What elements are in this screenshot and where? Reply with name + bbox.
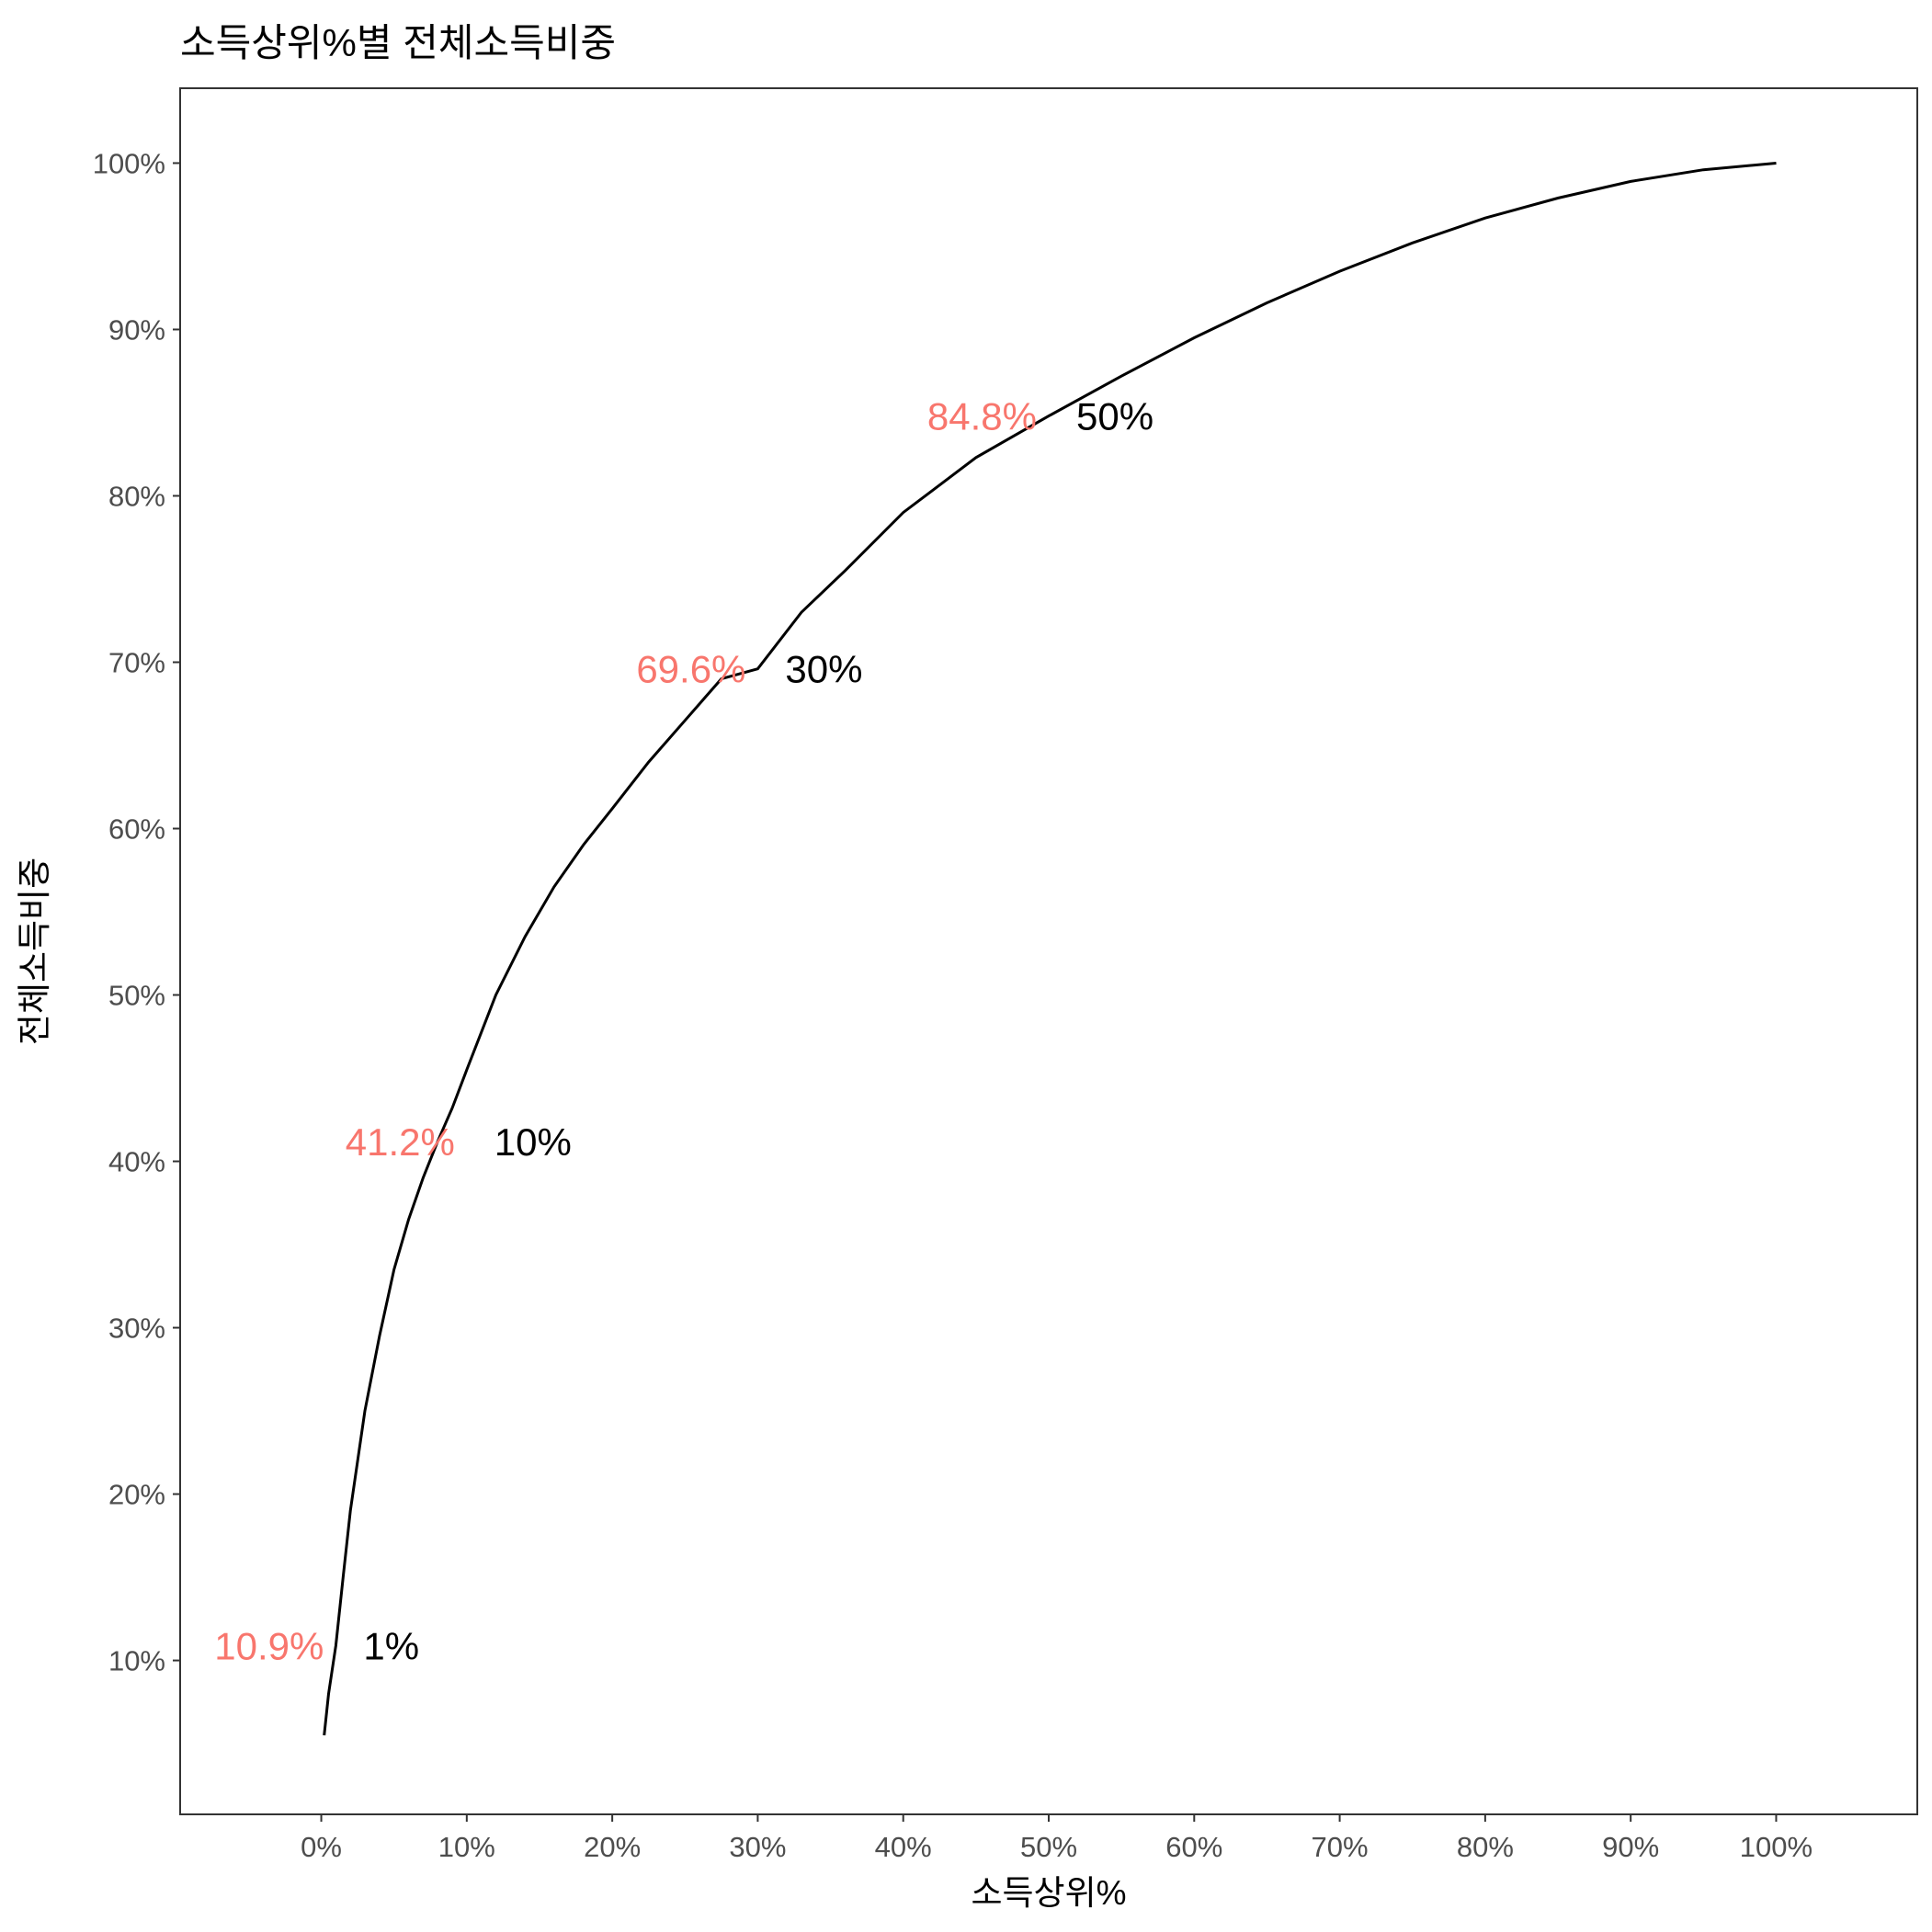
plot-panel [179,87,1918,1815]
y-tick-label: 30% [108,1313,165,1345]
y-tick-label: 100% [93,147,165,179]
top-percent-label: 50% [1076,395,1154,438]
x-tick-label: 80% [1457,1831,1514,1863]
y-tick-label: 70% [108,646,165,678]
x-axis: 0% 10% 20% 30% 40% 50% 60% 70% 80% 90% 100% [301,1814,1813,1863]
top-percent-label: 30% [785,648,862,691]
y-tick-label: 40% [108,1146,165,1178]
share-label: 41.2% [346,1120,455,1164]
y-axis: 10% 20% 30% 40% 50% 60% 70% 80% 90% 100% [93,147,180,1677]
share-label: 69.6% [636,648,745,691]
x-tick-label: 90% [1602,1831,1659,1863]
x-tick-label: 40% [875,1831,932,1863]
x-tick-label: 50% [1020,1831,1077,1863]
top-percent-label: 1% [363,1624,419,1667]
x-tick-label: 30% [729,1831,786,1863]
y-tick-label: 20% [108,1479,165,1511]
y-tick-label: 60% [108,813,165,846]
top-percent-label: 10% [494,1120,572,1164]
x-tick-label: 20% [584,1831,641,1863]
share-label: 84.8% [927,395,1037,438]
x-tick-label: 70% [1312,1831,1369,1863]
y-tick-label: 90% [108,313,165,346]
share-label: 10.9% [214,1624,324,1667]
annotations: 10.9% 1% 41.2% 10% 69.6% 30% 84.8% 50% [214,395,1154,1668]
chart-title: 소득상위%별 전체소득비중 [180,21,616,64]
y-axis-title: 전체소득비중 [16,858,53,1045]
y-tick-label: 50% [108,980,165,1012]
x-axis-title: 소득상위% [971,1874,1126,1912]
y-tick-label: 10% [108,1645,165,1677]
income-share-line [323,162,1777,1736]
x-tick-label: 0% [301,1831,342,1863]
y-tick-label: 80% [108,480,165,512]
x-tick-label: 60% [1165,1831,1222,1863]
x-tick-label: 100% [1740,1831,1813,1863]
x-tick-label: 10% [438,1831,495,1863]
